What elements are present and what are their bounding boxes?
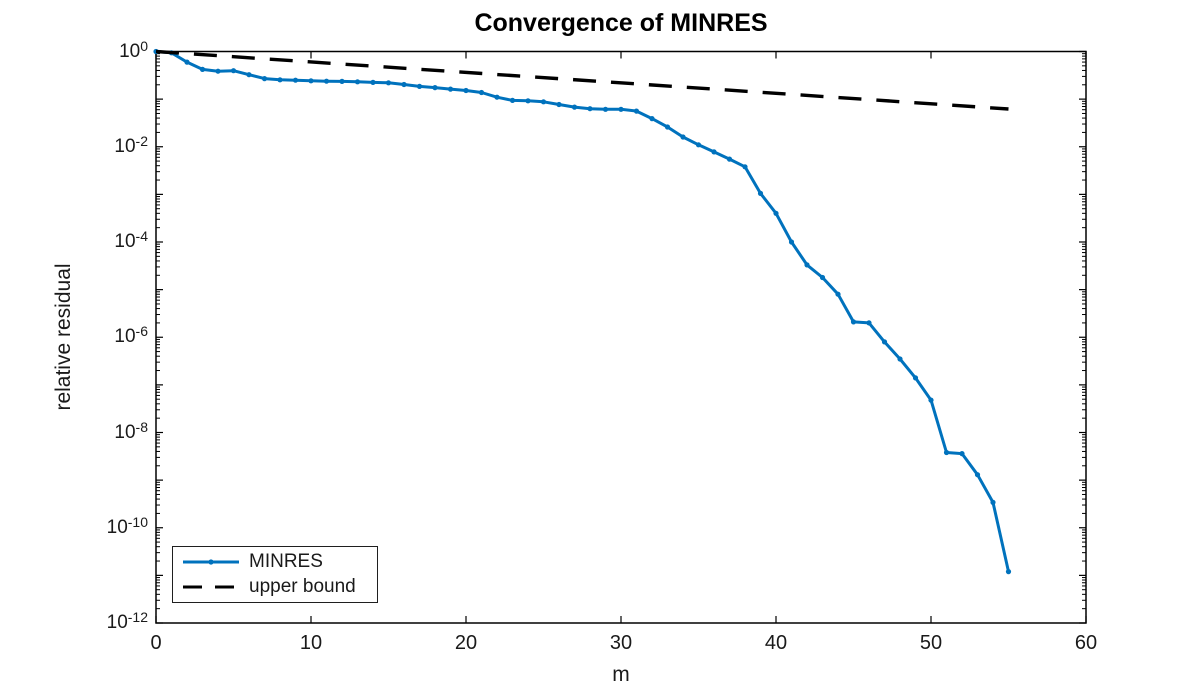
- minres-series-line: [155, 50, 1010, 572]
- minres-data-point: [819, 274, 826, 281]
- minres-data-point: [959, 451, 965, 457]
- x-tick-label: 10: [299, 632, 323, 654]
- legend: MINRES upper bound: [172, 546, 378, 603]
- minres-data-point: [602, 106, 609, 112]
- minres-data-point: [664, 124, 671, 130]
- minres-data-point: [261, 76, 268, 82]
- minres-data-point: [447, 86, 454, 92]
- minres-data-point: [757, 190, 764, 196]
- minres-data-point: [571, 104, 578, 110]
- legend-label-minres: MINRES: [249, 551, 323, 573]
- y-tick-label: 10-12: [106, 609, 148, 633]
- legend-label-upper-bound: upper bound: [249, 575, 356, 597]
- minres-data-point: [246, 72, 252, 78]
- x-tick-label: 50: [919, 632, 943, 654]
- minres-data-point: [1005, 569, 1012, 575]
- x-tick-label: 30: [609, 632, 633, 654]
- minres-data-point: [354, 79, 361, 85]
- minres-data-point: [416, 83, 423, 89]
- minres-data-point: [633, 108, 640, 114]
- minres-data-point: [835, 291, 841, 297]
- minres-data-point: [292, 77, 299, 83]
- minres-data-point: [184, 59, 190, 65]
- y-tick-label: 10-8: [114, 418, 148, 443]
- minres-data-point: [556, 101, 562, 108]
- minres-data-point: [711, 149, 717, 155]
- x-tick-label: 60: [1074, 632, 1098, 654]
- y-tick-label: 10-6: [114, 323, 148, 348]
- minres-data-point: [742, 164, 748, 170]
- y-tick-label: 10-10: [106, 513, 148, 538]
- upper-bound-line: [155, 49, 1009, 111]
- minres-data-point: [881, 339, 888, 345]
- x-tick-label: 20: [454, 632, 478, 654]
- minres-data-point: [726, 156, 733, 162]
- minres-data-point: [928, 397, 934, 403]
- minres-data-point: [478, 89, 485, 96]
- minres-data-point: [230, 68, 237, 74]
- minres-data-point: [370, 79, 376, 85]
- minres-data-point: [385, 80, 392, 86]
- minres-data-point: [339, 78, 345, 84]
- minres-data-point: [277, 77, 283, 83]
- minres-data-point: [463, 87, 469, 94]
- minres-data-point: [680, 134, 686, 140]
- x-tick-label: 40: [764, 632, 788, 654]
- minres-data-point: [804, 262, 810, 268]
- minres-data-point: [912, 375, 919, 381]
- minres-data-point: [494, 94, 500, 100]
- minres-data-point: [943, 449, 950, 456]
- minres-data-point: [618, 106, 624, 112]
- legend-row-minres: MINRES: [182, 551, 377, 573]
- minres-data-point: [897, 356, 903, 362]
- minres-data-point: [540, 99, 547, 105]
- minres-data-point: [199, 66, 206, 72]
- minres-data-point: [587, 106, 593, 112]
- minres-data-point: [773, 210, 779, 216]
- upper-bound-dashed-line-icon: [183, 585, 239, 589]
- plot-frame: [155, 50, 1087, 624]
- minres-data-point: [432, 85, 438, 91]
- minres-data-point: [974, 472, 981, 478]
- minres-data-point: [401, 81, 407, 88]
- minres-data-point: [866, 320, 872, 326]
- minres-line-icon: [183, 559, 239, 565]
- minres-data-point: [308, 78, 314, 84]
- minres-data-point: [788, 239, 795, 245]
- legend-row-upper-bound: upper bound: [182, 576, 377, 598]
- minres-data-point: [215, 68, 221, 74]
- minres-data-point: [990, 499, 996, 505]
- minres-data-point: [323, 78, 330, 84]
- y-tick-label: 10-2: [114, 132, 148, 157]
- minres-data-point: [850, 319, 857, 325]
- minres-data-point: [525, 98, 531, 104]
- x-axis-label: m: [612, 663, 630, 686]
- chart-title: Convergence of MINRES: [474, 9, 768, 37]
- minres-data-point: [509, 97, 516, 103]
- y-tick-label: 10-4: [114, 228, 148, 252]
- y-tick-label: 100: [119, 37, 148, 62]
- minres-data-point: [695, 142, 702, 148]
- x-tick-label: 0: [150, 632, 162, 654]
- minres-data-point: [649, 116, 655, 122]
